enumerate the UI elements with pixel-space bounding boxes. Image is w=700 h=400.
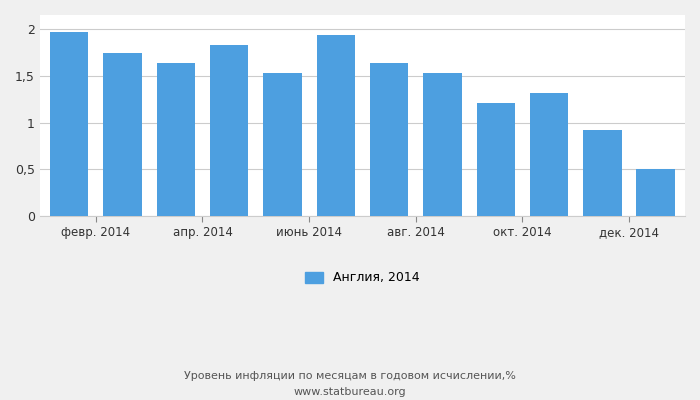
Bar <box>424 73 461 216</box>
Bar <box>370 63 408 216</box>
Bar <box>104 53 141 216</box>
Bar <box>210 45 248 216</box>
Bar <box>157 63 195 216</box>
Bar <box>263 73 302 216</box>
Bar <box>530 92 568 216</box>
Legend: Англия, 2014: Англия, 2014 <box>300 266 425 290</box>
Text: Уровень инфляции по месяцам в годовом исчислении,%: Уровень инфляции по месяцам в годовом ис… <box>184 371 516 381</box>
Bar <box>477 103 515 216</box>
Bar <box>316 35 355 216</box>
Text: www.statbureau.org: www.statbureau.org <box>294 387 406 397</box>
Bar <box>636 169 675 216</box>
Bar <box>583 130 622 216</box>
Bar <box>50 32 88 216</box>
